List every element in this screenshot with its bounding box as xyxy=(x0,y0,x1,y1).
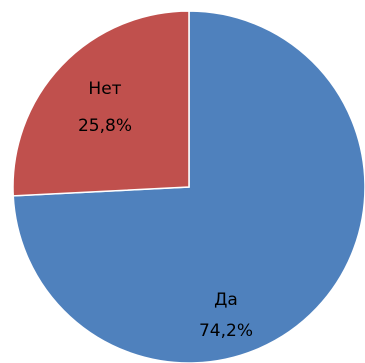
slice-label-net-category: Нет xyxy=(88,79,121,99)
slice-label-da-category: Да xyxy=(214,290,238,310)
pie-slices xyxy=(12,10,365,363)
pie-slice-net xyxy=(12,10,190,197)
slice-label-net-percent: 25,8% xyxy=(78,116,132,136)
slice-label-da-percent: 74,2% xyxy=(199,321,253,341)
